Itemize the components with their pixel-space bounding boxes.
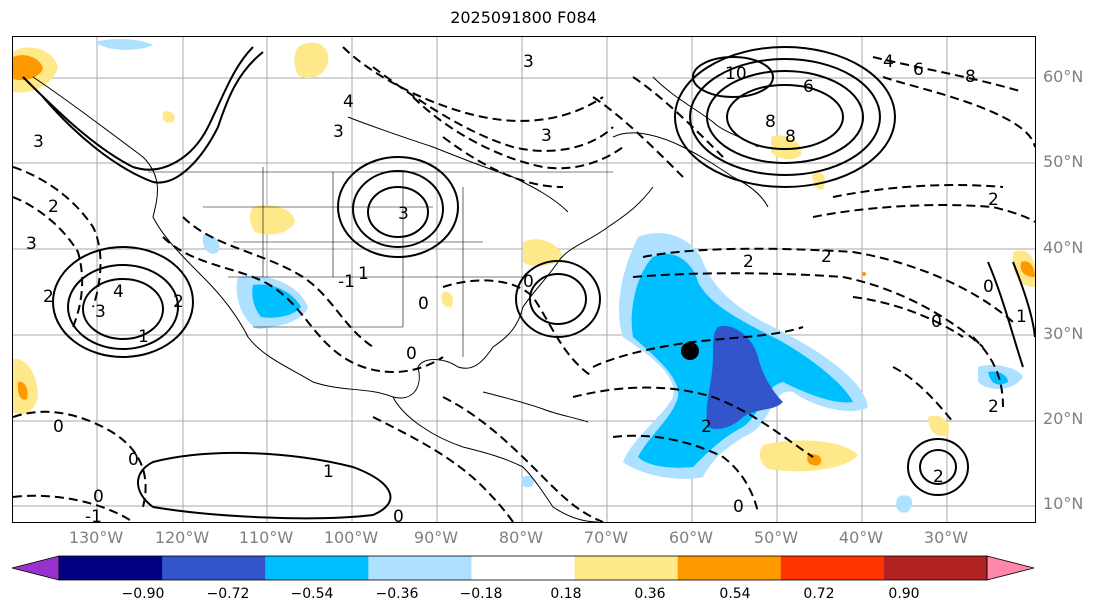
- contour-label: 3: [33, 132, 44, 152]
- colorbar-tick: −0.36: [375, 586, 419, 602]
- contour-label: -1: [338, 272, 355, 292]
- lon-label-50w: 50°W: [753, 528, 799, 547]
- colorbar-extend-high: [986, 555, 1035, 581]
- colorbar-segment: [59, 556, 163, 580]
- colorbar-outline: [58, 555, 988, 581]
- contour-label: 2: [988, 397, 999, 417]
- contour-label: 2: [933, 467, 944, 487]
- map-title: 2025091800 F084: [450, 8, 597, 27]
- colorbar: [11, 555, 1035, 581]
- contour-label: 2: [43, 287, 54, 307]
- contour-label: 0: [733, 497, 744, 517]
- contour-label: -1: [85, 507, 102, 522]
- contour-label: 3: [398, 204, 409, 224]
- colorbar-extend-low: [11, 555, 60, 581]
- lat-label-60n: 60°N: [1043, 67, 1084, 86]
- lon-label-30w: 30°W: [923, 528, 969, 547]
- political-borders: [148, 167, 613, 357]
- contour-label: 0: [93, 487, 104, 507]
- lat-label-10n: 10°N: [1043, 494, 1084, 513]
- contour-label: 2: [48, 197, 59, 217]
- contour-label: 6: [913, 60, 924, 80]
- positive-anomaly-shading: [13, 42, 1035, 472]
- colorbar-tick: −0.72: [206, 586, 250, 602]
- contour-label: 0: [418, 294, 429, 314]
- colorbar-tick: 0.36: [634, 586, 666, 602]
- colorbar-tick: 0.54: [719, 586, 751, 602]
- lon-label-80w: 80°W: [498, 528, 544, 547]
- colorbar-tick: −0.90: [121, 586, 165, 602]
- contour-labels: 10 8 8 6 6 8 2 2 3 3 2 1 0 0 0 0 -1 0 0 …: [26, 52, 1027, 522]
- contour-label: 2: [821, 247, 832, 267]
- contour-label: 8: [965, 67, 976, 87]
- colorbar-segment: [883, 556, 988, 580]
- contour-label: 1: [358, 264, 369, 284]
- contour-label: 2: [701, 417, 712, 437]
- contour-label: 0: [983, 277, 994, 297]
- colorbar-segment: [780, 556, 885, 580]
- contour-label: 8: [785, 127, 796, 147]
- colorbar-tick: 0.18: [550, 586, 582, 602]
- lat-label-20n: 20°N: [1043, 409, 1084, 428]
- contour-label: 0: [406, 344, 417, 364]
- contour-label: 4: [883, 52, 894, 72]
- lon-label-60w: 60°W: [668, 528, 714, 547]
- colorbar-tick: 0.72: [803, 586, 835, 602]
- contour-label: 4: [113, 282, 124, 302]
- contour-label: 4: [343, 92, 354, 112]
- lat-label-50n: 50°N: [1043, 152, 1084, 171]
- contour-label: 1: [323, 462, 334, 482]
- colorbar-segment: [265, 556, 369, 580]
- contour-label: 3: [541, 126, 552, 146]
- colorbar-segment: [677, 556, 782, 580]
- colorbar-tick: −0.54: [290, 586, 334, 602]
- colorbar-tick: 0.90: [888, 586, 920, 602]
- negative-contours: [13, 46, 1035, 522]
- contour-label: 0: [128, 450, 139, 470]
- small-marker: [862, 272, 866, 276]
- contour-label: 3: [333, 122, 344, 142]
- colorbar-segment: [471, 556, 576, 580]
- contour-label: 0: [931, 312, 942, 332]
- contour-label: 1: [138, 327, 149, 347]
- contour-label: 2: [988, 190, 999, 210]
- map-panel: 10 8 8 6 6 8 2 2 3 3 2 1 0 0 0 0 -1 0 0 …: [12, 36, 1036, 523]
- colorbar-segment: [368, 556, 472, 580]
- contour-label: 6: [803, 77, 814, 97]
- lon-label-40w: 40°W: [838, 528, 884, 547]
- contour-label: 0: [523, 272, 534, 292]
- lon-label-110w: 110°W: [238, 528, 294, 547]
- contour-label: 3: [523, 52, 534, 72]
- lon-label-100w: 100°W: [323, 528, 379, 547]
- lon-label-120w: 120°W: [154, 528, 210, 547]
- storm-center-marker: [681, 342, 699, 360]
- contour-label: 8: [765, 112, 776, 132]
- contour-label: 2: [173, 292, 184, 312]
- contour-label: 2: [743, 252, 754, 272]
- negative-anomaly-shading: [95, 39, 1023, 513]
- contour-label: 1: [1016, 307, 1027, 327]
- contour-label: 3: [95, 302, 106, 322]
- lon-label-90w: 90°W: [413, 528, 459, 547]
- colorbar-segment: [574, 556, 679, 580]
- contour-label: 3: [26, 234, 37, 254]
- lon-label-130w: 130°W: [68, 528, 124, 547]
- lat-label-30n: 30°N: [1043, 324, 1084, 343]
- colorbar-segment: [162, 556, 266, 580]
- lon-label-70w: 70°W: [583, 528, 629, 547]
- colorbar-tick: −0.18: [459, 586, 503, 602]
- contour-label: 0: [393, 507, 404, 522]
- contour-label: 0: [53, 417, 64, 437]
- lat-label-40n: 40°N: [1043, 238, 1084, 257]
- contour-label: 10: [725, 64, 747, 84]
